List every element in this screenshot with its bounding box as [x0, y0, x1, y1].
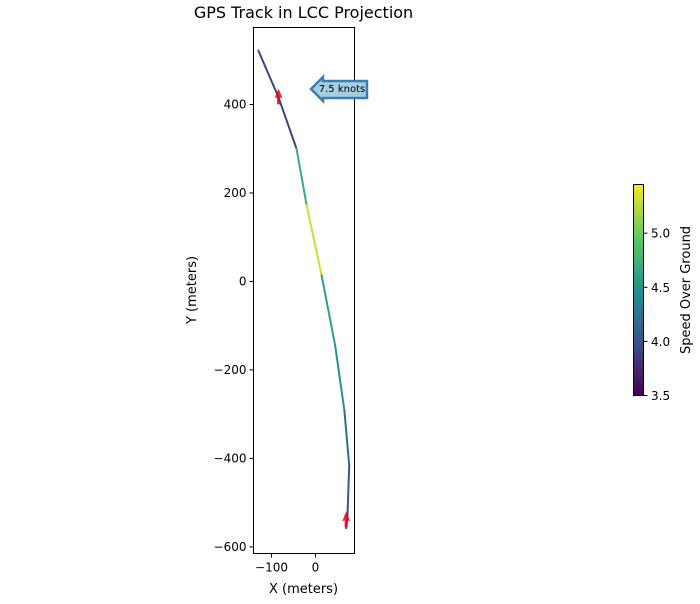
direction-arrows: [274, 88, 351, 528]
y-tick-label: −400: [214, 451, 247, 465]
y-axis-label: Y (meters): [185, 256, 200, 325]
colorbar: 3.5 4.0 4.5 5.0 Speed Over Ground: [633, 184, 694, 403]
annotation: 7.5 knots: [309, 73, 369, 105]
plot-frame: [253, 27, 355, 554]
y-axis: 400 200 0 −200 −400 −600: [214, 97, 254, 554]
track-line: [257, 49, 351, 530]
direction-arrow-icon: [342, 511, 351, 528]
x-axis-label: X (meters): [269, 582, 338, 597]
y-tick-label: 400: [224, 97, 247, 111]
colorbar-label: Speed Over Ground: [679, 226, 694, 354]
track-segment: [295, 147, 308, 207]
annotation-text: 7.5 knots: [319, 84, 365, 95]
track-segment: [343, 409, 351, 467]
track-segment: [346, 464, 351, 517]
x-axis: −100 0: [255, 553, 320, 575]
y-tick-label: −200: [214, 363, 247, 377]
colorbar-tick-label: 3.5: [651, 389, 670, 403]
x-tick-label: −100: [255, 561, 288, 575]
direction-arrow-icon: [274, 88, 283, 105]
colorbar-gradient: [633, 184, 644, 396]
track-segment: [334, 344, 346, 412]
y-tick-label: −600: [214, 540, 247, 554]
track-segment: [320, 274, 337, 347]
colorbar-tick-label: 5.0: [651, 227, 670, 241]
colorbar-tick-label: 4.0: [651, 335, 670, 349]
y-tick-label: 200: [224, 186, 247, 200]
track-segment: [305, 204, 323, 277]
chart-title: GPS Track in LCC Projection: [194, 3, 413, 22]
colorbar-tick-label: 4.5: [651, 281, 670, 295]
x-tick-label: 0: [312, 561, 320, 575]
annotation-arrow-box: [309, 73, 369, 105]
y-tick-label: 0: [239, 274, 247, 288]
track-segment: [257, 49, 280, 99]
track-segment: [277, 96, 298, 150]
